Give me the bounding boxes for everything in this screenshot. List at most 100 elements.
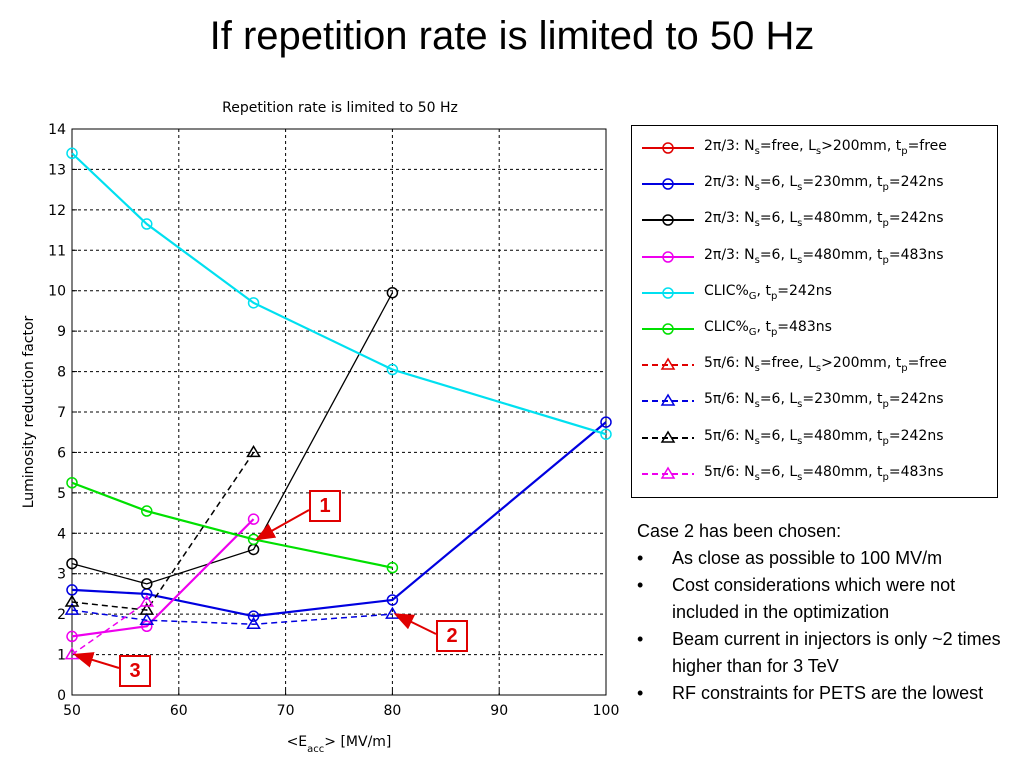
bullet-icon: • bbox=[637, 548, 644, 568]
series-4 bbox=[66, 147, 612, 440]
data-point bbox=[662, 250, 674, 263]
notes-panel: Case 2 has been chosen: • As close as pos… bbox=[637, 518, 1022, 707]
legend-swatch bbox=[642, 142, 694, 154]
annotation-arrow-3 bbox=[73, 652, 120, 669]
data-point bbox=[139, 602, 155, 615]
note-item: • Beam current in injectors is only ~2 ti… bbox=[637, 626, 1022, 680]
x-tick-label: 60 bbox=[170, 703, 188, 719]
y-tick-label: 4 bbox=[57, 526, 66, 542]
note-text: Cost considerations which were not inclu… bbox=[672, 575, 956, 622]
chart-title: Repetition rate is limited to 50 Hz bbox=[222, 100, 458, 116]
series-layer bbox=[64, 147, 612, 660]
y-tick-label: 14 bbox=[48, 122, 66, 138]
legend-label: 5π/6: Ns=6, Ls=230mm, tp=242ns bbox=[704, 391, 944, 411]
data-point bbox=[600, 428, 612, 440]
y-tick-label: 6 bbox=[57, 445, 66, 461]
chart-legend: 2π/3: Ns=free, Ls>200mm, tp=free 2π/3: Ns… bbox=[631, 125, 998, 498]
legend-item: 2π/3: Ns=6, Ls=480mm, tp=483ns bbox=[632, 243, 997, 271]
note-item: • RF constraints for PETS are the lowest bbox=[637, 680, 1022, 707]
legend-swatch bbox=[642, 214, 694, 227]
note-text: RF constraints for PETS are the lowest bbox=[672, 683, 984, 703]
data-point bbox=[66, 147, 78, 160]
series-5 bbox=[66, 477, 399, 574]
data-point bbox=[141, 578, 153, 590]
annotation-arrow-1 bbox=[254, 509, 310, 541]
data-point bbox=[385, 606, 400, 619]
x-tick-label: 50 bbox=[63, 703, 81, 719]
data-point bbox=[66, 477, 78, 489]
data-point bbox=[246, 616, 261, 629]
series-3 bbox=[66, 513, 260, 643]
data-point bbox=[141, 620, 153, 633]
data-point bbox=[386, 561, 399, 574]
data-point bbox=[662, 178, 674, 190]
data-point bbox=[64, 602, 80, 615]
legend-label: CLIC%G, tp=483ns bbox=[704, 319, 832, 338]
data-point bbox=[141, 505, 153, 517]
y-tick-label: 10 bbox=[48, 284, 66, 300]
x-tick-label: 90 bbox=[490, 703, 508, 719]
grid bbox=[72, 129, 606, 695]
legend-swatch bbox=[642, 178, 694, 190]
data-point bbox=[247, 297, 260, 309]
data-point bbox=[247, 513, 260, 525]
legend-label: CLIC%G, tp=242ns bbox=[704, 282, 832, 302]
legend-label: 2π/3: Ns=6, Ls=230mm, tp=242ns bbox=[704, 174, 944, 193]
legend-swatch bbox=[642, 323, 694, 335]
data-point bbox=[662, 142, 674, 154]
legend-item: 5π/6: Ns=free, Ls>200mm, tp=free bbox=[632, 351, 997, 379]
x-tick-label: 100 bbox=[593, 703, 620, 719]
series-line bbox=[71, 452, 255, 611]
series-line bbox=[71, 609, 393, 626]
note-item: • As close as possible to 100 MV/m bbox=[637, 545, 1022, 572]
bullet-icon: • bbox=[637, 575, 644, 595]
data-point bbox=[660, 466, 676, 479]
y-tick-label: 11 bbox=[48, 243, 66, 259]
series-line bbox=[71, 421, 607, 618]
data-point bbox=[660, 393, 676, 407]
y-tick-label: 3 bbox=[57, 567, 66, 583]
legend-label: 2π/3: Ns=6, Ls=480mm, tp=242ns bbox=[704, 210, 944, 230]
y-tick-label: 12 bbox=[48, 203, 66, 219]
legend-label: 5π/6: Ns=6, Ls=480mm, tp=483ns bbox=[704, 463, 944, 483]
legend-item: 5π/6: Ns=6, Ls=230mm, tp=242ns bbox=[632, 387, 997, 415]
callout-3: 3 bbox=[119, 655, 151, 687]
legend-label: 5π/6: Ns=6, Ls=480mm, tp=242ns bbox=[704, 427, 944, 447]
y-tick-label: 13 bbox=[48, 162, 66, 178]
bullet-icon: • bbox=[637, 629, 644, 649]
data-point bbox=[600, 416, 612, 428]
note-text: Beam current in injectors is only ~2 tim… bbox=[672, 629, 1001, 676]
note-item: • Cost considerations which were not incl… bbox=[637, 572, 1022, 626]
callout-1: 1 bbox=[309, 490, 341, 522]
series-line bbox=[71, 518, 255, 638]
legend-item: CLIC%G, tp=483ns bbox=[632, 315, 997, 343]
bullet-icon: • bbox=[637, 683, 644, 703]
series-line bbox=[71, 601, 148, 656]
series-line bbox=[71, 152, 607, 436]
notes-heading: Case 2 has been chosen: bbox=[637, 521, 842, 541]
annotation-arrow-2 bbox=[393, 613, 437, 635]
legend-label: 5π/6: Ns=free, Ls>200mm, tp=free bbox=[704, 355, 947, 374]
legend-swatch bbox=[642, 393, 694, 407]
series-2 bbox=[66, 286, 399, 590]
legend-item: 5π/6: Ns=6, Ls=480mm, tp=242ns bbox=[632, 424, 997, 452]
legend-swatch bbox=[642, 250, 694, 263]
series-1 bbox=[66, 416, 612, 622]
data-point bbox=[660, 430, 676, 443]
y-tick-label: 7 bbox=[57, 405, 66, 421]
data-point bbox=[662, 214, 674, 227]
data-point bbox=[386, 363, 399, 376]
x-axis-label: <Eacc> [MV/m] bbox=[287, 734, 392, 755]
annotation-arrows bbox=[73, 509, 437, 669]
notes-list: • As close as possible to 100 MV/m • Cost c… bbox=[637, 545, 1022, 707]
data-point bbox=[64, 594, 80, 607]
data-point bbox=[386, 286, 399, 299]
data-point bbox=[66, 630, 78, 643]
series-8 bbox=[64, 444, 261, 615]
series-line bbox=[71, 292, 393, 585]
y-tick-label: 2 bbox=[57, 607, 66, 623]
legend-item: CLIC%G, tp=242ns bbox=[632, 279, 997, 307]
y-tick-label: 1 bbox=[57, 648, 66, 664]
